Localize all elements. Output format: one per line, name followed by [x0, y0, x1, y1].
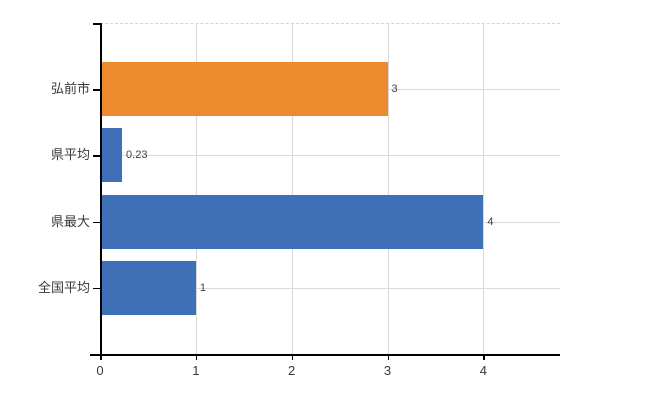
- gridline-vertical: [387, 23, 389, 354]
- y-axis-tick: [93, 89, 100, 91]
- x-axis-line: [90, 354, 560, 356]
- value-label-1: 0.23: [126, 149, 148, 162]
- x-tick-label-2: 2: [288, 363, 296, 378]
- x-axis-tick: [100, 354, 102, 360]
- x-tick-label-3: 3: [383, 363, 392, 378]
- gridline-horizontal: [100, 287, 560, 289]
- gridline-vertical: [195, 23, 197, 354]
- x-axis-tick: [483, 354, 485, 360]
- y-axis-tick: [93, 287, 100, 290]
- bar-1: [101, 128, 123, 183]
- x-axis-tick: [195, 354, 198, 360]
- gridline-vertical: [483, 23, 485, 354]
- bar-2: [101, 194, 484, 249]
- x-axis-tick: [291, 354, 294, 360]
- y-axis-tick: [93, 155, 100, 157]
- category-label-3: 全国平均: [37, 279, 90, 295]
- gridline-top: [100, 23, 560, 24]
- value-label-3: 1: [199, 281, 206, 294]
- gridline-horizontal: [100, 155, 560, 157]
- value-label-2: 4: [487, 215, 494, 228]
- x-tick-label-0: 0: [96, 363, 104, 378]
- x-axis-tick: [387, 354, 389, 360]
- y-axis-tick: [93, 23, 100, 25]
- bar-3: [101, 260, 196, 315]
- category-label-1: 県平均: [50, 147, 90, 163]
- value-label-0: 3: [391, 83, 398, 96]
- x-tick-label-4: 4: [479, 363, 487, 378]
- y-axis-line: [100, 23, 102, 355]
- bar-0: [101, 62, 388, 117]
- y-axis-tick: [93, 221, 100, 224]
- category-label-0: 弘前市: [50, 81, 90, 97]
- x-tick-label-1: 1: [192, 363, 200, 378]
- category-label-2: 県最大: [50, 213, 90, 229]
- gridline-vertical: [291, 23, 293, 354]
